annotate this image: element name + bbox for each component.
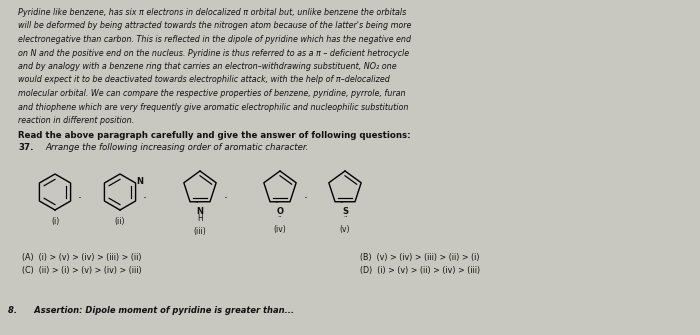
Text: electronegative than carbon. This is reflected in the dipole of pyridine which h: electronegative than carbon. This is ref… bbox=[18, 35, 411, 44]
Text: Arrange the following increasing order of aromatic character.: Arrange the following increasing order o… bbox=[45, 142, 309, 151]
Text: (i): (i) bbox=[51, 217, 59, 226]
Text: and thiophene which are very frequently give aromatic electrophilic and nucleoph: and thiophene which are very frequently … bbox=[18, 103, 409, 112]
Text: (v): (v) bbox=[340, 225, 350, 234]
Text: 8.      Assertion: Dipole moment of pyridine is greater than...: 8. Assertion: Dipole moment of pyridine … bbox=[8, 306, 294, 315]
Text: (iii): (iii) bbox=[194, 227, 206, 236]
Text: Read the above paragraph carefully and give the answer of following questions:: Read the above paragraph carefully and g… bbox=[18, 131, 411, 139]
Text: N: N bbox=[197, 207, 204, 216]
Text: 37.: 37. bbox=[18, 142, 34, 151]
Text: (ii): (ii) bbox=[115, 217, 125, 226]
Text: (A)  (i) > (v) > (iv) > (iii) > (ii): (A) (i) > (v) > (iv) > (iii) > (ii) bbox=[22, 253, 141, 262]
Text: .: . bbox=[304, 188, 308, 201]
Text: reaction in different position.: reaction in different position. bbox=[18, 116, 134, 125]
Text: ··: ·· bbox=[340, 200, 344, 206]
Text: .: . bbox=[224, 188, 228, 201]
Text: .: . bbox=[78, 188, 82, 201]
Text: on N and the positive end on the nucleus. Pyridine is thus referred to as a π – : on N and the positive end on the nucleus… bbox=[18, 49, 409, 58]
Text: Pyridine like benzene, has six π electrons in delocalized π orbital but, unlike : Pyridine like benzene, has six π electro… bbox=[18, 8, 406, 17]
Text: molecular orbital. We can compare the respective properties of benzene, pyridine: molecular orbital. We can compare the re… bbox=[18, 89, 405, 98]
Text: O: O bbox=[276, 207, 284, 216]
Text: (C)  (ii) > (i) > (v) > (iv) > (iii): (C) (ii) > (i) > (v) > (iv) > (iii) bbox=[22, 266, 141, 275]
Text: H: H bbox=[197, 214, 203, 223]
Text: N: N bbox=[136, 178, 144, 187]
Text: (B)  (v) > (iv) > (iii) > (ii) > (i): (B) (v) > (iv) > (iii) > (ii) > (i) bbox=[360, 253, 480, 262]
Text: ··: ·· bbox=[274, 200, 279, 206]
Text: ··: ·· bbox=[278, 214, 282, 220]
Text: ··: ·· bbox=[343, 214, 347, 220]
Text: will be deformed by being attracted towards the nitrogen atom because of the lat: will be deformed by being attracted towa… bbox=[18, 21, 412, 30]
Text: (D)  (i) > (v) > (ii) > (iv) > (iii): (D) (i) > (v) > (ii) > (iv) > (iii) bbox=[360, 266, 480, 275]
Text: S: S bbox=[342, 207, 348, 216]
Text: would expect it to be deactivated towards electrophilic attack, with the help of: would expect it to be deactivated toward… bbox=[18, 75, 390, 84]
Text: .: . bbox=[143, 188, 147, 201]
Text: ··: ·· bbox=[195, 200, 199, 206]
Text: (iv): (iv) bbox=[274, 225, 286, 234]
Text: and by analogy with a benzene ring that carries an electron–withdrawing substitu: and by analogy with a benzene ring that … bbox=[18, 62, 397, 71]
